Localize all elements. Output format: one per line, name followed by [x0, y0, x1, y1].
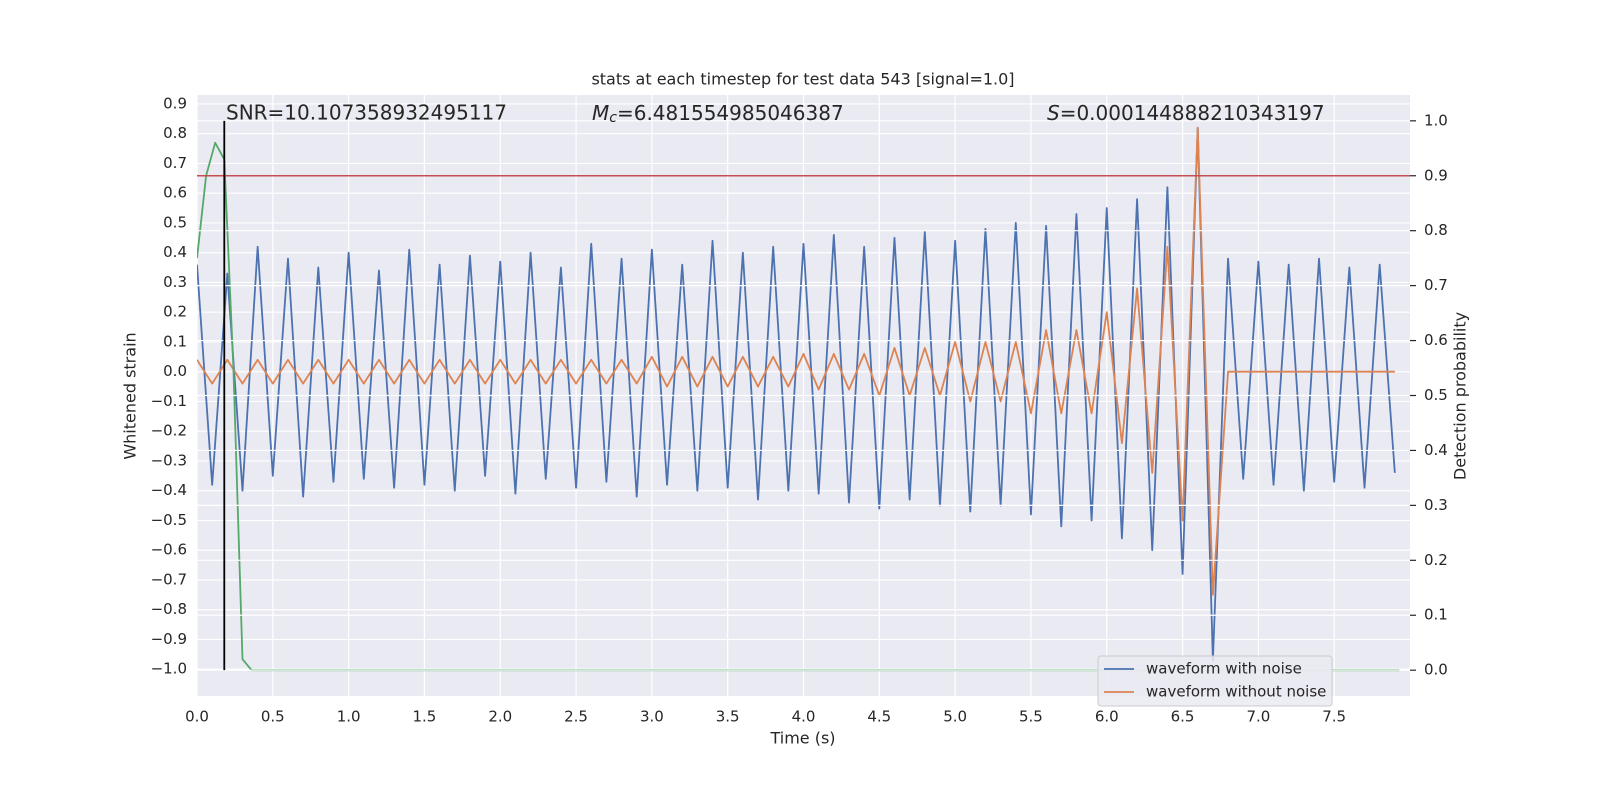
x-tick-label: 4.0	[792, 708, 816, 726]
x-tick-label: 5.5	[1019, 708, 1043, 726]
series-line	[197, 126, 1395, 596]
x-tick-label: 4.5	[867, 708, 891, 726]
x-axis-label: Time (s)	[769, 729, 835, 748]
annotation: Mc=6.481554985046387	[592, 101, 844, 126]
x-tick-label: 6.0	[1095, 708, 1119, 726]
y2-tick-label: 0.6	[1424, 331, 1448, 349]
x-tick-label: 5.0	[943, 708, 967, 726]
y-tick-label: −0.9	[151, 630, 187, 648]
annotation-symbol: S	[1047, 101, 1060, 125]
overlay: 0.0 0.5 1.0 1.5 2.0 2.5 3.0 3.5 4.0 4.5 5.0 5.5 6.0 6…	[151, 94, 1448, 725]
x-tick-label: 7.0	[1246, 708, 1270, 726]
x-tick-label: 2.0	[488, 708, 512, 726]
y-tick-label: −0.8	[151, 600, 187, 618]
y-tick-label: 0.0	[163, 362, 187, 380]
x-tick-label: 7.5	[1322, 708, 1346, 726]
y-tick-label: 0.3	[163, 273, 187, 291]
y2-tick-label: 0.1	[1424, 606, 1448, 624]
y-tick-label: −1.0	[151, 660, 187, 678]
annotation-subscript: c	[609, 110, 617, 126]
x-tick-label: 0.0	[185, 708, 209, 726]
annotation-text: =0.000144888210343197	[1060, 101, 1325, 125]
chart-title: stats at each timestep for test data 543…	[591, 70, 1014, 89]
y2-tick-label: 1.0	[1424, 111, 1448, 129]
y-tick-label: 0.7	[163, 154, 187, 172]
x-tick-label: 6.5	[1171, 708, 1195, 726]
y-tick-label: −0.6	[151, 541, 187, 559]
x-tick-label: 3.5	[716, 708, 740, 726]
y-tick-label: 0.2	[163, 303, 187, 321]
y2-axis-label: Detection probability	[1451, 312, 1470, 480]
y2-tick-label: 0.8	[1424, 221, 1448, 239]
y2-tick-label: 0.0	[1424, 661, 1448, 679]
y2-tick-label: 0.2	[1424, 551, 1448, 569]
x-tick-label: 3.0	[640, 708, 664, 726]
y-tick-label: 0.1	[163, 332, 187, 350]
annotation-symbol: M	[592, 101, 609, 125]
y-tick-label: −0.5	[151, 511, 187, 529]
marks	[197, 120, 1410, 672]
annotation: SNR=10.107358932495117	[226, 101, 507, 125]
y2-tick-label: 0.7	[1424, 276, 1448, 294]
y2-tick-label: 0.9	[1424, 166, 1448, 184]
y-tick-label: −0.4	[151, 481, 187, 499]
legend-label: waveform without noise	[1146, 683, 1326, 701]
legend-box	[1097, 655, 1333, 707]
y-tick-label: 0.8	[163, 124, 187, 142]
y2-tick-label: 0.4	[1424, 441, 1448, 459]
y2-tick-label: 0.5	[1424, 386, 1448, 404]
y-tick-label: 0.6	[163, 184, 187, 202]
y-axis-label: Whitened strain	[121, 332, 140, 459]
series-line	[197, 141, 1400, 672]
x-tick-label: 1.5	[413, 708, 437, 726]
y-tick-label: −0.3	[151, 451, 187, 469]
y-tick-label: −0.7	[151, 570, 187, 588]
y2-tick-label: 0.3	[1424, 496, 1448, 514]
annotation-text: =6.481554985046387	[617, 101, 844, 125]
y-tick-label: −0.1	[151, 392, 187, 410]
x-tick-label: 2.5	[564, 708, 588, 726]
y-tick-label: −0.2	[151, 422, 187, 440]
y-tick-label: 0.5	[163, 213, 187, 231]
y-tick-label: 0.9	[163, 94, 187, 112]
legend-label: waveform with noise	[1146, 660, 1302, 678]
x-tick-label: 0.5	[261, 708, 285, 726]
y-tick-label: 0.4	[163, 243, 187, 261]
annotation: S=0.000144888210343197	[1047, 101, 1325, 125]
x-tick-label: 1.0	[337, 708, 361, 726]
